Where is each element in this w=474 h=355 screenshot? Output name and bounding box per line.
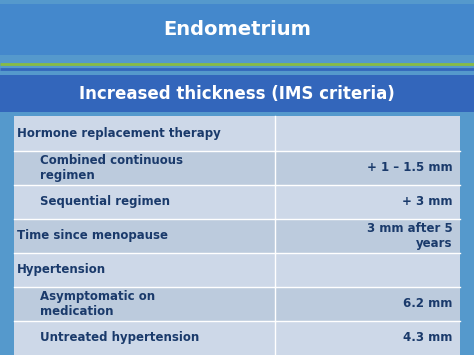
Text: 3 mm after 5
years: 3 mm after 5 years	[367, 222, 453, 250]
Text: Hormone replacement therapy: Hormone replacement therapy	[17, 127, 220, 140]
Text: Hypertension: Hypertension	[17, 263, 106, 276]
Text: + 3 mm: + 3 mm	[402, 195, 453, 208]
Bar	[14, 116, 460, 151]
Text: Time since menopause: Time since menopause	[17, 229, 168, 242]
Text: Asymptomatic on
medication: Asymptomatic on medication	[40, 290, 155, 318]
Bar	[0, 4, 474, 55]
Bar	[14, 321, 460, 355]
Text: Combined continuous
regimen: Combined continuous regimen	[40, 154, 183, 181]
Text: + 1 – 1.5 mm: + 1 – 1.5 mm	[367, 161, 453, 174]
Text: Untreated hypertension: Untreated hypertension	[40, 332, 200, 344]
Text: Increased thickness (IMS criteria): Increased thickness (IMS criteria)	[79, 84, 395, 103]
Text: 4.3 mm: 4.3 mm	[403, 332, 453, 344]
Bar	[14, 151, 460, 185]
Bar	[14, 287, 460, 321]
Text: 6.2 mm: 6.2 mm	[403, 297, 453, 310]
Bar	[14, 219, 460, 253]
Bar	[14, 253, 460, 287]
Bar	[14, 116, 460, 355]
Text: Sequential regimen: Sequential regimen	[40, 195, 170, 208]
Bar	[14, 185, 460, 219]
Bar	[0, 75, 474, 112]
Text: Endometrium: Endometrium	[163, 20, 311, 39]
